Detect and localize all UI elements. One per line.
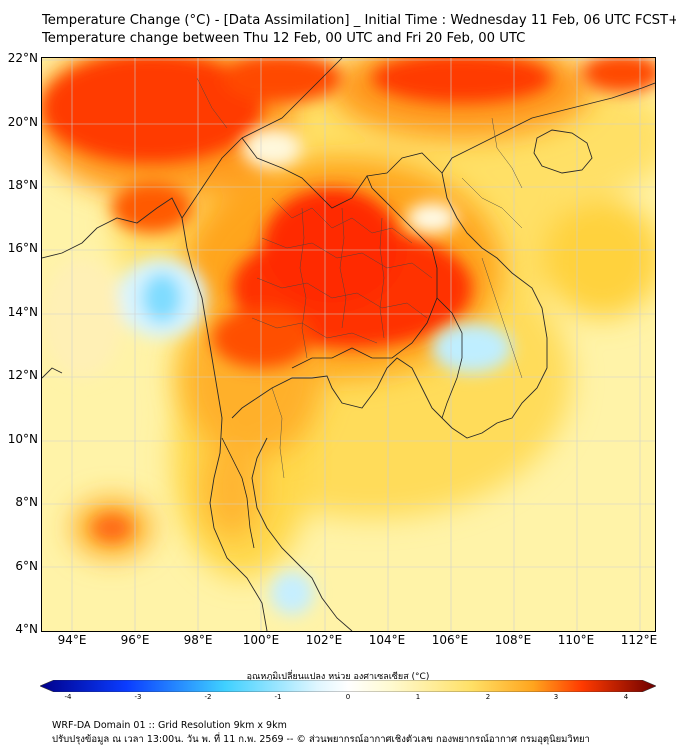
temperature-map — [41, 57, 656, 632]
lat-label-22n: 22°N — [7, 51, 38, 65]
colorbar-tick-minus2: -2 — [204, 693, 212, 701]
title-line-2: Temperature change between Thu 12 Feb, 0… — [42, 31, 526, 46]
coastlines — [42, 82, 655, 631]
lon-label-100e: 100°E — [242, 633, 280, 647]
lat-label-16n: 16°N — [7, 241, 38, 255]
map-title: Temperature Change (°C) - [Data Assimila… — [42, 12, 676, 48]
colorbar-tick-0: 0 — [345, 693, 351, 701]
lon-label-110e: 110°E — [557, 633, 595, 647]
colorbar-tick-4: 4 — [623, 693, 629, 701]
lat-label-6n: 6°N — [15, 559, 38, 573]
lat-label-20n: 20°N — [7, 115, 38, 129]
colorbar-tick-minus1: -1 — [274, 693, 282, 701]
lat-label-12n: 12°N — [7, 368, 38, 382]
lon-label-106e: 106°E — [431, 633, 469, 647]
graticule — [42, 58, 655, 631]
lon-label-98e: 98°E — [183, 633, 213, 647]
lat-label-18n: 18°N — [7, 178, 38, 192]
footer-model-info: WRF-DA Domain 01 :: Grid Resolution 9km … — [52, 720, 287, 731]
lat-label-10n: 10°N — [7, 432, 38, 446]
temperature-field — [42, 58, 655, 631]
lat-label-14n: 14°N — [7, 305, 38, 319]
colorbar-tick-minus3: -3 — [134, 693, 142, 701]
colorbar-tick-1: 1 — [415, 693, 421, 701]
colorbar-tick-minus4: -4 — [64, 693, 72, 701]
colorbar — [40, 680, 656, 692]
lon-label-102e: 102°E — [305, 633, 343, 647]
hot-layer — [42, 58, 655, 542]
lat-label-4n: 4°N — [15, 622, 38, 636]
borders — [181, 58, 463, 549]
lon-label-108e: 108°E — [494, 633, 532, 647]
cool-layer — [42, 128, 512, 615]
footer-credit: ปรับปรุงข้อมูล ณ เวลา 13:00น. วัน พ. ที่… — [52, 734, 590, 745]
lon-label-96e: 96°E — [120, 633, 150, 647]
lon-label-104e: 104°E — [368, 633, 406, 647]
colorbar-tick-3: 3 — [553, 693, 559, 701]
footer: WRF-DA Domain 01 :: Grid Resolution 9km … — [52, 719, 590, 747]
title-line-1: Temperature Change (°C) - [Data Assimila… — [42, 13, 676, 28]
lon-label-112e: 112°E — [620, 633, 658, 647]
colorbar-title: อุณหภูมิเปลี่ยนแปลง หน่วย องศาเซลเซียส (… — [246, 672, 430, 682]
colorbar-gradient — [40, 680, 656, 692]
lat-label-8n: 8°N — [15, 495, 38, 509]
province-lines — [196, 77, 523, 479]
lon-label-94e: 94°E — [57, 633, 87, 647]
colorbar-tick-2: 2 — [485, 693, 491, 701]
